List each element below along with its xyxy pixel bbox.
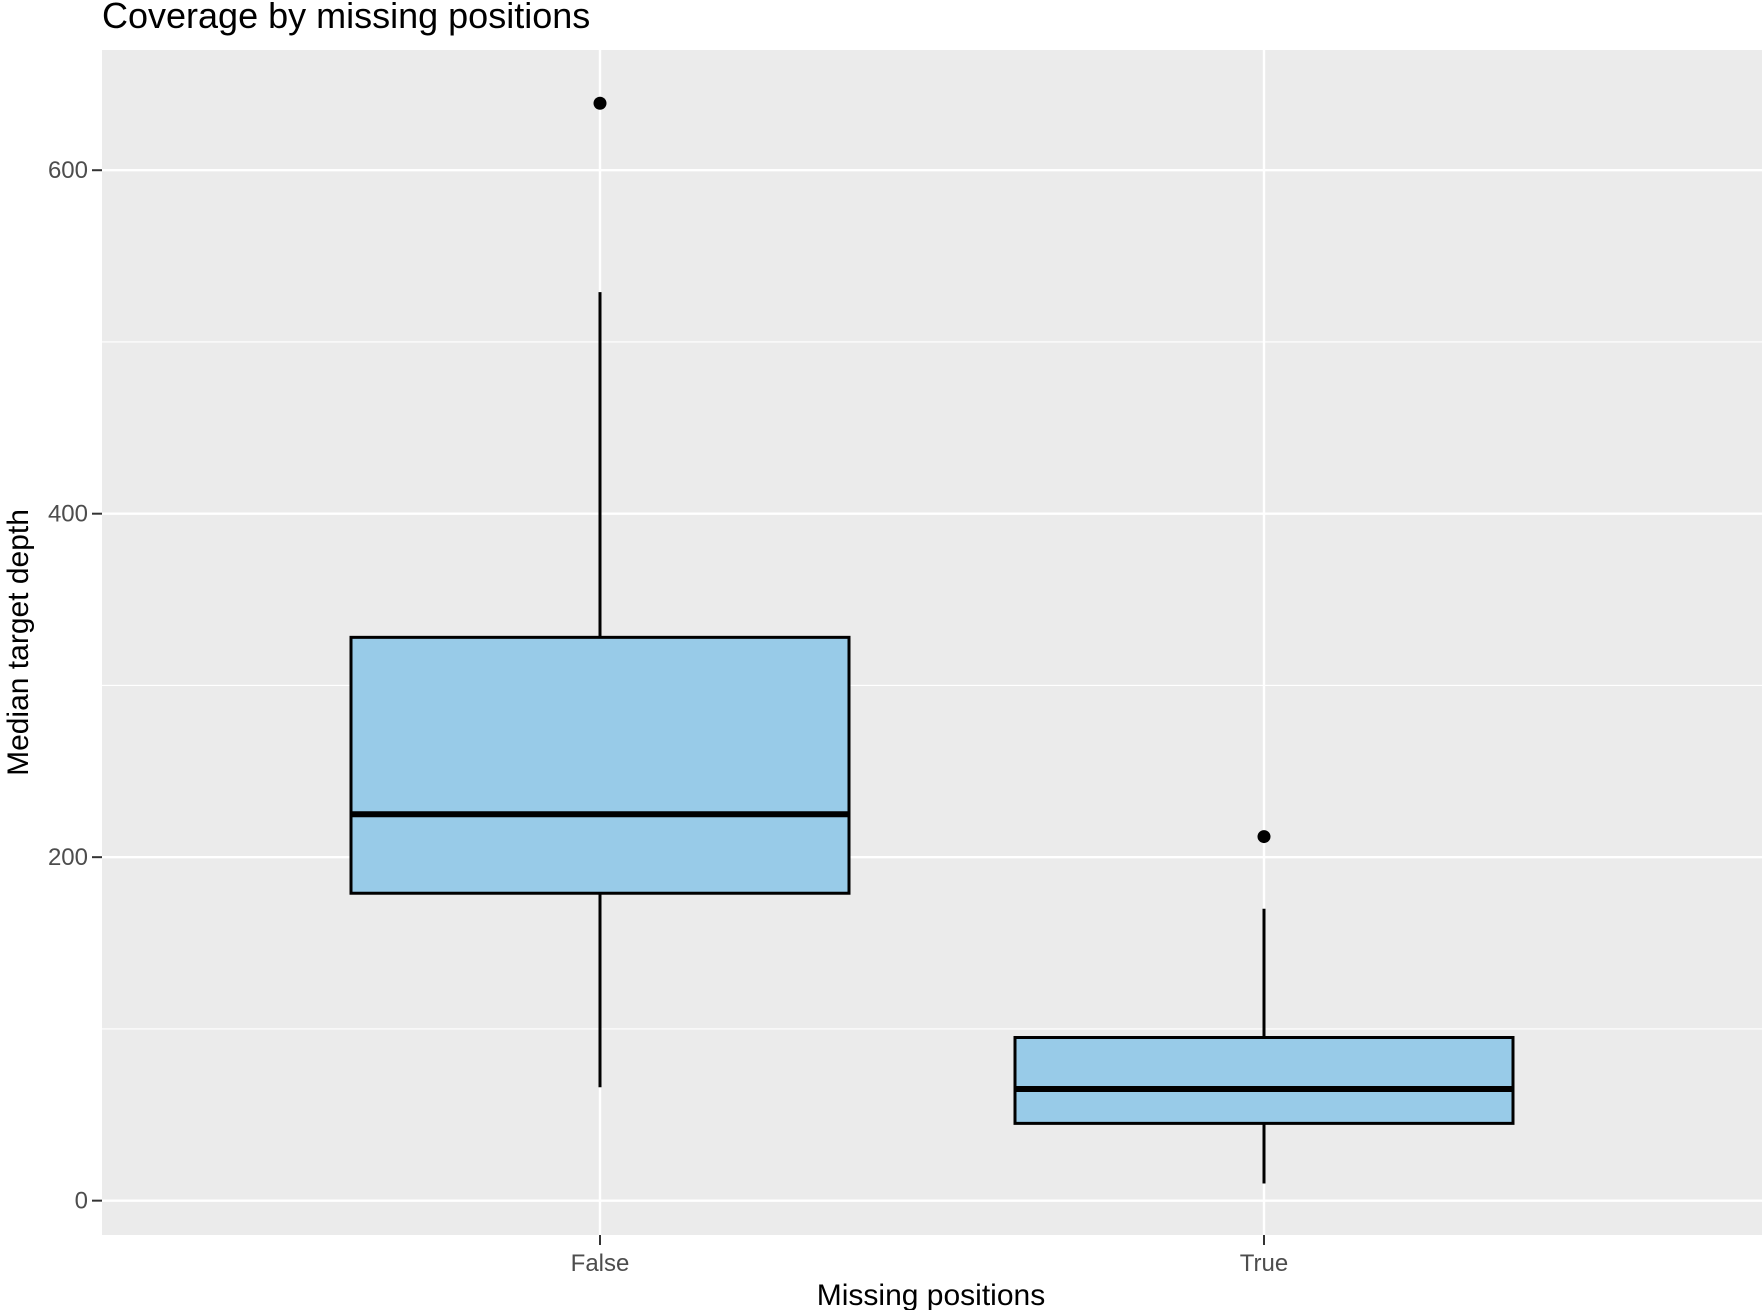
x-axis-title: Missing positions [817,1279,1045,1310]
box-iqr [1013,1036,1515,1125]
y-tick-label: 200 [48,844,88,871]
y-tick-label: 400 [48,501,88,528]
box-false [349,96,851,1088]
x-axis-ticks: False True [571,1235,1288,1277]
boxes [349,96,1515,1184]
x-tick-label: True [1240,1250,1288,1277]
chart-title: Coverage by missing positions [102,0,590,36]
y-axis-title: Median target depth [2,509,35,776]
y-axis-ticks: 0 200 400 600 [48,157,102,1215]
box-iqr [349,635,851,895]
y-tick-label: 0 [75,1188,88,1215]
x-tick-label: False [571,1250,630,1277]
outlier-point [1257,830,1271,844]
y-tick-label: 600 [48,157,88,184]
box-true [1013,830,1515,1184]
outlier-point [593,96,607,110]
